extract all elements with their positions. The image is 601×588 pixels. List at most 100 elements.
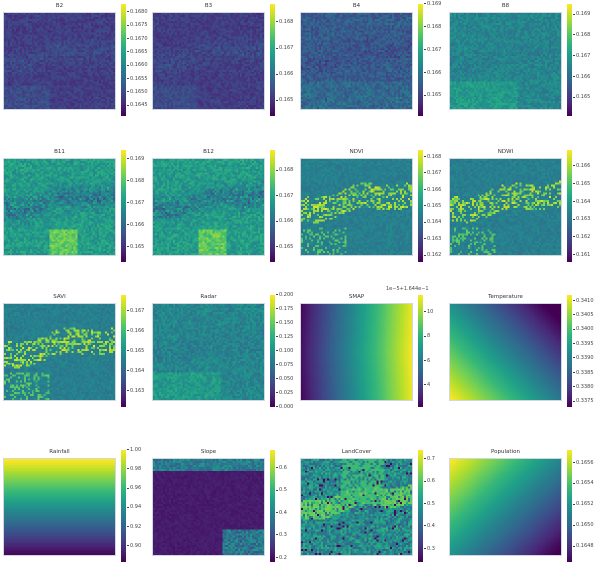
- colorbar-tick-label: 0.167: [573, 53, 590, 59]
- colorbar: [418, 450, 423, 562]
- colorbar-tick-label: 0.162: [424, 252, 441, 258]
- colorbar-tick-label: 0.166: [424, 187, 441, 193]
- colorbar: [270, 4, 275, 116]
- heatmap-image: [449, 158, 562, 256]
- colorbar-tick-label: 0.200: [276, 292, 293, 298]
- colorbar-tick-label: 0.1660: [127, 62, 148, 68]
- heatmap-image: [300, 303, 413, 401]
- colorbar-tick-label: 1.00: [127, 447, 141, 453]
- panel-title: Radar: [152, 293, 265, 301]
- colorbar: [121, 450, 126, 562]
- colorbar-tick-label: 0.000: [276, 404, 293, 410]
- colorbar-tick-label: 0.1680: [127, 9, 148, 15]
- colorbar: [567, 4, 572, 116]
- heatmap-image: [3, 303, 116, 401]
- panel-title: NDVI: [300, 148, 413, 156]
- colorbar-tick-label: 0.165: [276, 97, 293, 103]
- colorbar-tick-label: 0.162: [573, 234, 590, 240]
- colorbar-tick-label: 0.050: [276, 376, 293, 382]
- colorbar-tick-label: 0.168: [276, 19, 293, 25]
- colorbar-tick-label: 0.163: [127, 388, 144, 394]
- colorbar: [567, 450, 572, 562]
- colorbar-tick-label: 0.1665: [127, 49, 148, 55]
- colorbar-tick-label: 4: [424, 382, 430, 388]
- colorbar-tick-label: 0.4: [424, 523, 435, 529]
- colorbar-tick-label: 0.2: [276, 555, 287, 561]
- panel-title: Rainfall: [3, 448, 116, 456]
- colorbar: [121, 4, 126, 116]
- colorbar-tick-label: 0.3390: [573, 355, 594, 361]
- colorbar-tick-label: 0.168: [573, 32, 590, 38]
- heatmap-image: [449, 12, 562, 110]
- heatmap-image: [3, 158, 116, 256]
- colorbar-tick-label: 0.165: [127, 348, 144, 354]
- colorbar-tick-label: 0.5: [424, 501, 435, 507]
- heatmap-image: [300, 12, 413, 110]
- colorbar-tick-label: 0.167: [127, 200, 144, 206]
- colorbar-tick-label: 0.161: [573, 252, 590, 258]
- panel-title: LandCover: [300, 448, 413, 456]
- panel-title: B8: [449, 2, 562, 10]
- colorbar-tick-label: 8: [424, 333, 430, 339]
- colorbar-tick-label: 0.166: [127, 222, 144, 228]
- colorbar-tick-label: 0.167: [424, 170, 441, 176]
- colorbar: [567, 295, 572, 407]
- colorbar: [121, 295, 126, 407]
- colorbar-tick-label: 0.163: [424, 236, 441, 242]
- colorbar-tick-label: 0.167: [424, 47, 441, 53]
- colorbar-tick-label: 0.3405: [573, 312, 594, 318]
- panel-title: B2: [3, 2, 116, 10]
- panel-title: SMAP: [300, 293, 413, 301]
- colorbar-tick-label: 0.169: [573, 11, 590, 17]
- colorbar-tick-label: 0.1654: [573, 480, 594, 486]
- colorbar-tick-label: 0.167: [127, 308, 144, 314]
- heatmap-image: [152, 12, 265, 110]
- colorbar: [270, 450, 275, 562]
- colorbar-tick-label: 0.98: [127, 466, 141, 472]
- panel-title: B12: [152, 148, 265, 156]
- colorbar: [567, 150, 572, 262]
- colorbar-tick-label: 0.166: [127, 328, 144, 334]
- colorbar-tick-label: 0.164: [573, 199, 590, 205]
- colorbar-tick-label: 0.1645: [127, 102, 148, 108]
- panel-title: B11: [3, 148, 116, 156]
- colorbar-tick-label: 0.1652: [573, 501, 594, 507]
- colorbar-tick-label: 0.3395: [573, 341, 594, 347]
- colorbar-tick-label: 0.3400: [573, 326, 594, 332]
- colorbar-tick-label: 0.164: [424, 219, 441, 225]
- panel-title: SAVI: [3, 293, 116, 301]
- panel-title: Population: [449, 448, 562, 456]
- colorbar: [270, 150, 275, 262]
- colorbar-tick-label: 0.3: [276, 532, 287, 538]
- colorbar-tick-label: 0.90: [127, 543, 141, 549]
- heatmap-image: [3, 458, 116, 556]
- colorbar-offset-text: 1e−5+1.644e−1: [386, 286, 429, 292]
- colorbar-tick-label: 0.166: [424, 70, 441, 76]
- colorbar-tick-label: 0.1675: [127, 22, 148, 28]
- panel-title: Temperature: [449, 293, 562, 301]
- colorbar-tick-label: 0.165: [276, 244, 293, 250]
- colorbar-tick-label: 0.6: [276, 465, 287, 471]
- colorbar-tick-label: 0.165: [573, 181, 590, 187]
- heatmap-image: [152, 458, 265, 556]
- colorbar-tick-label: 0.5: [276, 487, 287, 493]
- colorbar-tick-label: 0.3375: [573, 398, 594, 404]
- colorbar-tick-label: 0.163: [573, 216, 590, 222]
- colorbar-tick-label: 0.169: [424, 1, 441, 7]
- colorbar-tick-label: 0.3380: [573, 384, 594, 390]
- colorbar-tick-label: 0.100: [276, 348, 293, 354]
- colorbar-tick-label: 0.025: [276, 390, 293, 396]
- colorbar-tick-label: 0.165: [424, 203, 441, 209]
- colorbar-tick-label: 0.1670: [127, 36, 148, 42]
- colorbar-tick-label: 0.1650: [127, 89, 148, 95]
